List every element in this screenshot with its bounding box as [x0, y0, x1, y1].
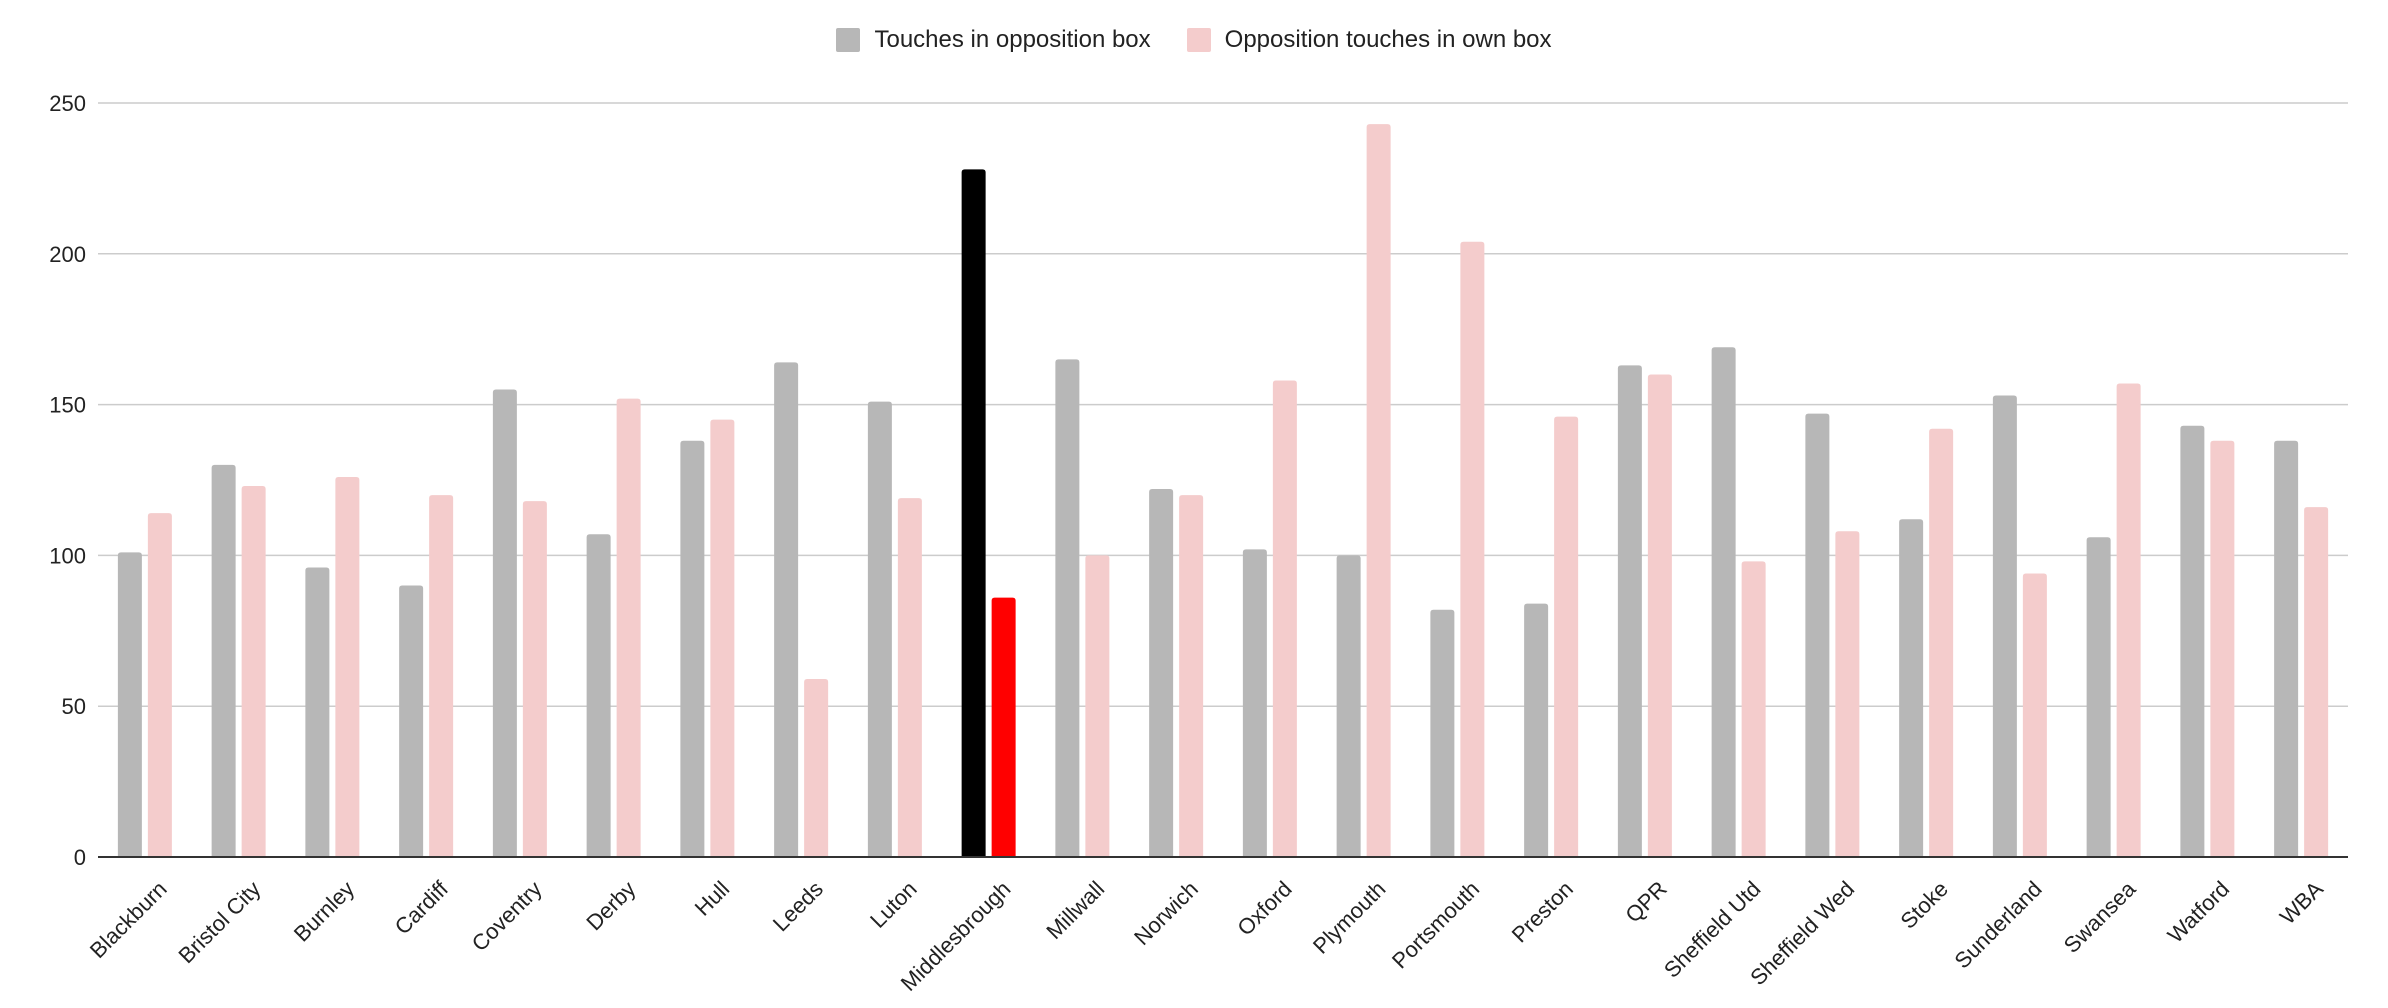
x-tick-label: Leeds	[768, 876, 828, 936]
bar-opposition-touches-own-box	[522, 501, 547, 857]
bar-touches-opposition-box	[1149, 489, 1174, 857]
bar-touches-opposition-box	[2180, 425, 2205, 857]
y-tick-label: 0	[74, 845, 86, 870]
bar-opposition-touches-own-box	[1460, 241, 1485, 858]
x-tick-label: Cardiff	[390, 876, 454, 940]
x-tick-label: QPR	[1620, 876, 1671, 927]
bar-touches-opposition-box	[399, 585, 424, 857]
bar-opposition-touches-own-box	[1835, 531, 1860, 857]
bar-touches-opposition-box	[1242, 549, 1267, 857]
y-tick-label: 150	[49, 393, 86, 418]
x-tick-label: Oxford	[1232, 876, 1296, 940]
x-tick-label: Derby	[581, 876, 640, 935]
y-tick-label: 50	[62, 694, 86, 719]
bar-opposition-touches-own-box	[335, 476, 360, 857]
x-tick-label: Sheffield Utd	[1659, 876, 1765, 982]
x-tick-label: Burnley	[289, 876, 359, 946]
bar-touches-opposition-box	[305, 567, 330, 857]
bar-opposition-touches-own-box	[804, 679, 829, 857]
bar-touches-opposition-box	[680, 440, 705, 857]
legend-swatch-series-2	[1186, 28, 1211, 52]
legend-item-series-2: Opposition touches in own box	[1186, 26, 1552, 54]
x-tick-label: Swansea	[2059, 876, 2141, 958]
bar-touches-opposition-box	[1617, 365, 1642, 857]
bar-touches-opposition-box	[1992, 395, 2017, 857]
bar-opposition-touches-own-box	[1179, 495, 1204, 857]
legend-label-series-2: Opposition touches in own box	[1224, 26, 1552, 53]
bar-opposition-touches-own-box	[1647, 374, 1672, 857]
bar-touches-opposition-box	[1430, 609, 1455, 857]
bar-opposition-touches-own-box	[1741, 561, 1766, 857]
chart-legend: Touches in opposition box Opposition tou…	[0, 26, 2388, 54]
bar-opposition-touches-own-box	[429, 495, 454, 857]
x-tick-label: Millwall	[1041, 876, 1109, 944]
bar-touches-opposition-box	[117, 552, 142, 857]
bar-opposition-touches-own-box	[1272, 380, 1297, 857]
bar-opposition-touches-own-box	[710, 419, 735, 857]
bar-touches-opposition-box	[1899, 519, 1924, 857]
bar-touches-opposition-box	[1524, 603, 1549, 857]
x-tick-label: Plymouth	[1308, 876, 1391, 959]
bar-touches-opposition-box	[211, 464, 236, 857]
bar-touches-opposition-box	[1805, 413, 1830, 857]
x-tick-label: Portsmouth	[1387, 876, 1484, 973]
bar-touches-opposition-box	[2086, 537, 2111, 857]
bar-opposition-touches-own-box	[2116, 383, 2141, 857]
bar-touches-opposition-box	[1055, 359, 1080, 857]
legend-swatch-series-1	[836, 28, 861, 52]
bar-touches-opposition-box	[492, 389, 517, 857]
bar-opposition-touches-own-box	[1554, 416, 1579, 857]
legend-label-series-1: Touches in opposition box	[874, 26, 1151, 53]
x-tick-label: Bristol City	[173, 876, 265, 968]
x-tick-label: Norwich	[1129, 876, 1203, 950]
x-tick-label: Preston	[1507, 876, 1578, 947]
y-tick-label: 100	[49, 543, 86, 568]
bar-touches-opposition-box	[867, 401, 892, 857]
bar-opposition-touches-own-box	[616, 398, 641, 857]
bar-opposition-touches-own-box	[2210, 440, 2235, 857]
bar-touches-opposition-box	[1711, 347, 1736, 857]
x-tick-label: Watford	[2163, 876, 2235, 948]
bar-touches-opposition-box	[961, 169, 986, 858]
bar-opposition-touches-own-box	[2022, 573, 2047, 857]
x-tick-label: Hull	[690, 876, 734, 920]
bar-opposition-touches-own-box	[897, 498, 922, 857]
x-tick-label: Blackburn	[85, 876, 172, 963]
bar-opposition-touches-own-box	[1085, 555, 1110, 857]
x-tick-label: Luton	[865, 876, 922, 933]
bar-opposition-touches-own-box	[241, 486, 266, 857]
x-tick-label: Stoke	[1896, 876, 1953, 933]
bar-opposition-touches-own-box	[2304, 507, 2329, 857]
y-tick-label: 200	[49, 242, 86, 267]
x-tick-label: Coventry	[467, 876, 547, 956]
bar-touches-opposition-box	[2274, 440, 2299, 857]
bar-opposition-touches-own-box	[147, 513, 172, 857]
x-tick-label: WBA	[2275, 876, 2328, 929]
bar-touches-opposition-box	[586, 534, 611, 857]
y-tick-label: 250	[49, 91, 86, 116]
x-tick-label: Sunderland	[1949, 876, 2046, 973]
bar-opposition-touches-own-box	[1929, 428, 1954, 857]
bar-opposition-touches-own-box	[1366, 124, 1391, 857]
bar-opposition-touches-own-box	[991, 597, 1016, 857]
bar-touches-opposition-box	[1336, 555, 1361, 857]
legend-item-series-1: Touches in opposition box	[836, 26, 1151, 54]
bar-touches-opposition-box	[774, 362, 799, 857]
